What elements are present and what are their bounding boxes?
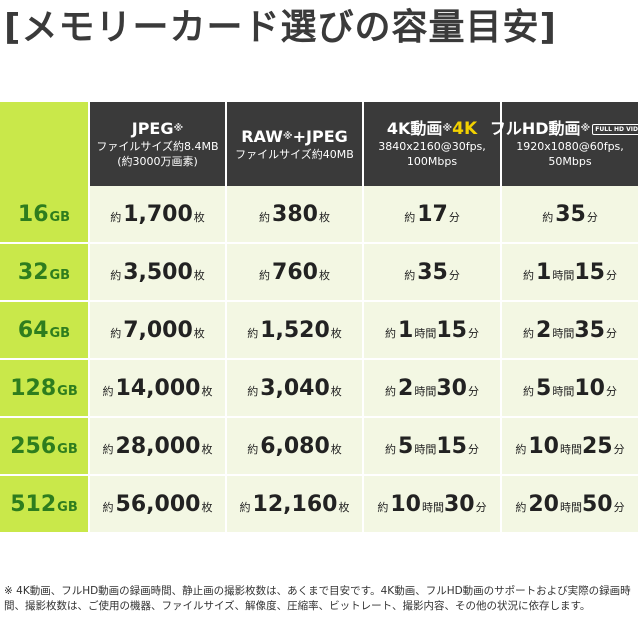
raw-count-cell: 約 380 枚 [227,186,364,244]
fhd-time-cell: 約 10時間25分 [502,418,640,476]
fhd-time-cell: 約 2時間35分 [502,302,640,360]
header-fhd-asterisk: ※ [580,123,591,134]
table-corner [0,102,90,186]
header-jpeg-size: ファイルサイズ約8.4MB [96,140,219,153]
4k-time-cell: 約 1時間15分 [364,302,502,360]
header-jpeg: JPEG※ ファイルサイズ約8.4MB (約3000万画素) [90,102,227,186]
header-jpeg-asterisk: ※ [173,123,184,134]
4k-time-cell: 約 17分 [364,186,502,244]
jpeg-count-cell: 約 56,000 枚 [90,476,227,534]
header-4k-title: 4K動画 [386,119,443,138]
raw-count-cell: 約 760 枚 [227,244,364,302]
jpeg-count-cell: 約 3,500 枚 [90,244,227,302]
header-4k-video: 4K動画※4K 3840x2160@30fps, 100Mbps [364,102,502,186]
header-4k-asterisk: ※ [442,123,453,134]
footnote: ※ 4K動画、フルHD動画の録画時間、静止画の撮影枚数は、あくまで目安です。4K… [4,585,631,612]
header-4k-bitrate: 100Mbps [406,155,458,168]
header-fhd-title: フルHD動画 [489,119,581,138]
header-4k-resolution: 3840x2160@30fps, [378,140,486,153]
header-raw-jpeg: RAW※+JPEG ファイルサイズ約40MB [227,102,364,186]
header-fhd-resolution: 1920x1080@60fps, [516,140,624,153]
4k-time-cell: 約 2時間30分 [364,360,502,418]
raw-count-cell: 約 12,160 枚 [227,476,364,534]
raw-count-cell: 約 1,520 枚 [227,302,364,360]
4k-badge-icon: 4K [452,119,478,139]
fhd-time-cell: 約 35分 [502,186,640,244]
header-raw-asterisk: ※ [282,130,293,142]
capacity-table: JPEG※ ファイルサイズ約8.4MB (約3000万画素) RAW※+JPEG… [0,102,640,534]
capacity-cell: 256 GB [0,418,90,476]
capacity-cell: 512 GB [0,476,90,534]
page-title: [メモリーカード選びの容量目安] [4,7,557,48]
capacity-cell: 128 GB [0,360,90,418]
header-jpeg-title: JPEG [131,119,174,138]
capacity-cell: 16 GB [0,186,90,244]
capacity-cell: 32 GB [0,244,90,302]
jpeg-count-cell: 約 1,700 枚 [90,186,227,244]
header-raw-size: ファイルサイズ約40MB [235,147,354,161]
header-raw-title-b: +JPEG [292,126,348,146]
fhd-time-cell: 約 5時間10分 [502,360,640,418]
fhd-time-cell: 約 20時間50分 [502,476,640,534]
capacity-cell: 64 GB [0,302,90,360]
jpeg-count-cell: 約 14,000 枚 [90,360,227,418]
header-fullhd-video: フルHD動画※FULL HD VIDEO 1920x1080@60fps, 50… [490,102,640,186]
raw-count-cell: 約 3,040 枚 [227,360,364,418]
4k-time-cell: 約 5時間15分 [364,418,502,476]
jpeg-count-cell: 約 7,000 枚 [90,302,227,360]
4k-time-cell: 約 10時間30分 [364,476,502,534]
fullhd-badge-icon: FULL HD VIDEO [592,124,640,135]
jpeg-count-cell: 約 28,000 枚 [90,418,227,476]
fhd-time-cell: 約 1時間15分 [502,244,640,302]
header-raw-title: RAW [241,126,283,146]
header-fhd-bitrate: 50Mbps [548,155,592,168]
raw-count-cell: 約 6,080 枚 [227,418,364,476]
header-jpeg-pixels: (約3000万画素) [117,155,198,168]
4k-time-cell: 約 35分 [364,244,502,302]
